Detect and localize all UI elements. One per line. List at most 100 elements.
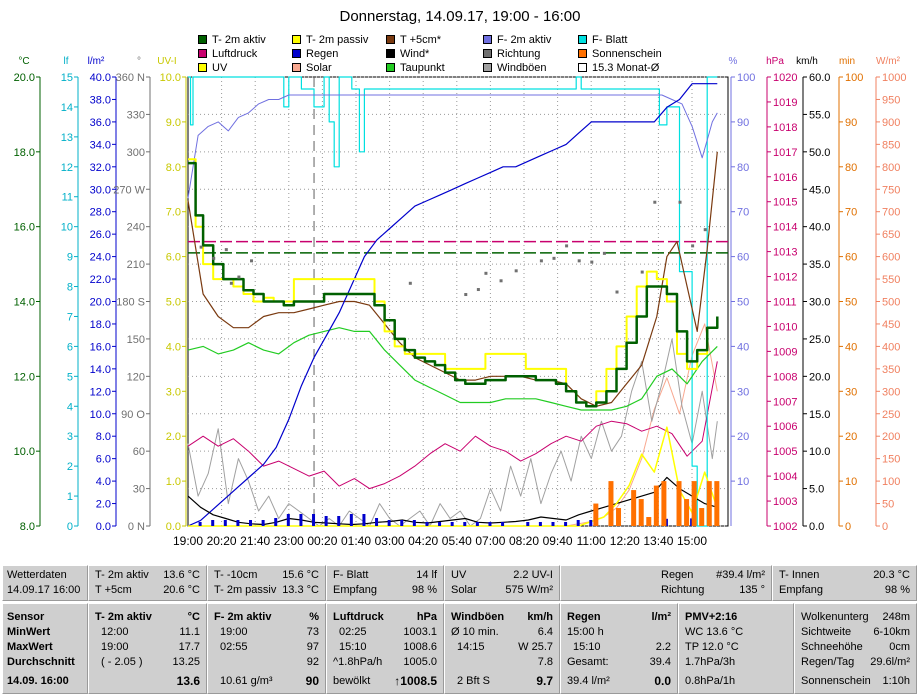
- legend-swatch: [198, 63, 207, 72]
- solar-value: 575 W/m²: [505, 584, 553, 596]
- solar-tick-label: 50: [882, 499, 894, 511]
- regen-bar: [690, 518, 694, 526]
- regen-bar: [261, 520, 265, 526]
- press-tick-label: 1014: [773, 222, 797, 234]
- boeen-max-value: W 25.7: [518, 641, 553, 653]
- sensor-header: Sensor: [7, 611, 45, 623]
- regen-total-value: 39.4: [649, 656, 671, 668]
- regen-bar: [450, 522, 454, 526]
- regen-stats-header: Regen: [567, 611, 601, 623]
- legend-swatch: [483, 63, 492, 72]
- wind-tick-label: 60.0: [809, 72, 830, 84]
- regen-bar: [488, 522, 492, 526]
- hum-tick-label: 20: [737, 431, 749, 443]
- dir-tick-label: 0 N: [128, 521, 145, 533]
- rain-tick-label: 36.0: [90, 117, 111, 129]
- solar-tick-label: 600: [882, 252, 900, 264]
- schneehoehe-label: Schneehöhe: [801, 641, 863, 653]
- regen-bar: [501, 522, 505, 526]
- uv-cell: UV 2.2 UV-I Solar 575 W/m²: [444, 565, 560, 601]
- t2m-max-value: 17.7: [178, 641, 200, 653]
- sun-tick-label: 10: [845, 476, 857, 488]
- richtung-point: [602, 251, 606, 255]
- lf-tick-label: 12: [61, 162, 73, 174]
- rain-tick-label: 8.0: [96, 431, 111, 443]
- sonnenschein-bar: [616, 508, 622, 526]
- maxwert-label: MaxWert: [7, 641, 53, 653]
- x-tick-label: 03:00: [375, 534, 405, 548]
- wind-tick-label: 5.0: [809, 484, 824, 496]
- dir-tick-label: 180 S: [116, 297, 145, 309]
- rain-tick-label: 0.0: [96, 521, 111, 533]
- richtung-point: [577, 259, 581, 263]
- solar-tick-label: 550: [882, 274, 900, 286]
- regen-bar: [312, 514, 316, 526]
- taupunkt-series-line: [187, 327, 718, 411]
- t10-value: 15.6 °C: [282, 569, 319, 581]
- f2m-avg-value: 92: [306, 656, 319, 668]
- luft-stats-unit: hPa: [416, 611, 437, 623]
- x-tick-label: 09:40: [543, 534, 573, 548]
- boeen-avg-value: 6.4: [537, 626, 553, 638]
- solar-tick-label: 1000: [882, 72, 906, 84]
- press-tick-label: 1013: [773, 247, 797, 259]
- legend-swatch: [386, 35, 395, 44]
- legend-label: T +5cm*: [400, 34, 442, 46]
- richtung-point: [199, 245, 203, 249]
- press-tick-label: 1005: [773, 446, 797, 458]
- sun-tick-label: 50: [845, 297, 857, 309]
- sun-tick-label: 20: [845, 431, 857, 443]
- legend-item-regen: Regen: [292, 47, 338, 61]
- temp-tick-label: 14.0: [14, 297, 35, 309]
- regen-bar: [375, 518, 379, 526]
- regen-bar: [299, 514, 303, 526]
- regen-value: #39.4 l/m²: [716, 569, 765, 581]
- sensor-cell: Sensor MinWert MaxWert Durchschnitt 14.0…: [2, 603, 88, 694]
- t2m-max-time: 19:00: [101, 641, 129, 653]
- regen-bar: [538, 522, 542, 526]
- hum-tick-label: 10: [737, 476, 749, 488]
- rain-tick-label: 38.0: [90, 94, 111, 106]
- temp-tick-label: 10.0: [14, 446, 35, 458]
- t2m_aktiv-series-line: [188, 161, 719, 408]
- hum-tick-label: 40: [737, 341, 749, 353]
- legend-swatch: [578, 49, 587, 58]
- empfang-value: 98 %: [411, 584, 437, 596]
- t2m-current-value: 13.6: [176, 674, 200, 688]
- solar-tick-label: 150: [882, 454, 900, 466]
- solar-tick-label: 700: [882, 207, 900, 219]
- regen-bar: [412, 520, 416, 526]
- pmv-cell: PMV+2:16 WC 13.6 °C TP 12.0 °C 1.7hPa/3h…: [678, 603, 794, 694]
- sun-tick-label: 100: [845, 72, 863, 84]
- rain-tick-label: 18.0: [90, 319, 111, 331]
- rain-tick-label: 30.0: [90, 184, 111, 196]
- regen-bar: [400, 520, 404, 526]
- legend-swatch: [386, 63, 395, 72]
- dir-tick-label: 300: [127, 147, 145, 159]
- regen-bar: [564, 522, 568, 526]
- legend-item-solar: Solar: [292, 61, 332, 75]
- extra-cell: Wolkenunterg 248m Sichtweite 6-10km Schnee…: [794, 603, 917, 694]
- dir-tick-label: 60: [133, 446, 145, 458]
- regen-tag-value: 29.6l/m²: [870, 656, 910, 668]
- luftdruck-series-line: [187, 361, 718, 490]
- lf-tick-label: 13: [61, 132, 73, 144]
- boeen-current-value: 9.7: [536, 674, 553, 688]
- t2m-min-time: 12:00: [101, 626, 129, 638]
- press-axis-unit: hPa: [766, 56, 784, 67]
- richtung-point: [678, 200, 682, 204]
- statistics-panel: Sensor MinWert MaxWert Durchschnitt 14.0…: [2, 603, 917, 694]
- sichtweite-value: 6-10km: [873, 626, 910, 638]
- fblatt-value: 14 lf: [416, 569, 437, 581]
- dir-tick-label: 210: [127, 259, 145, 271]
- legend-swatch: [483, 35, 492, 44]
- sonnenschein-bar: [631, 490, 637, 526]
- press-tick-label: 1019: [773, 97, 797, 109]
- richtung-point: [552, 256, 556, 260]
- richtung-point: [250, 259, 254, 263]
- solar-tick-label: 500: [882, 297, 900, 309]
- pmv-windchill: WC 13.6 °C: [685, 626, 744, 638]
- dir-tick-label: 360 N: [116, 72, 145, 84]
- pmv-taupunkt: TP 12.0 °C: [685, 641, 739, 653]
- wind-tick-label: 45.0: [809, 184, 830, 196]
